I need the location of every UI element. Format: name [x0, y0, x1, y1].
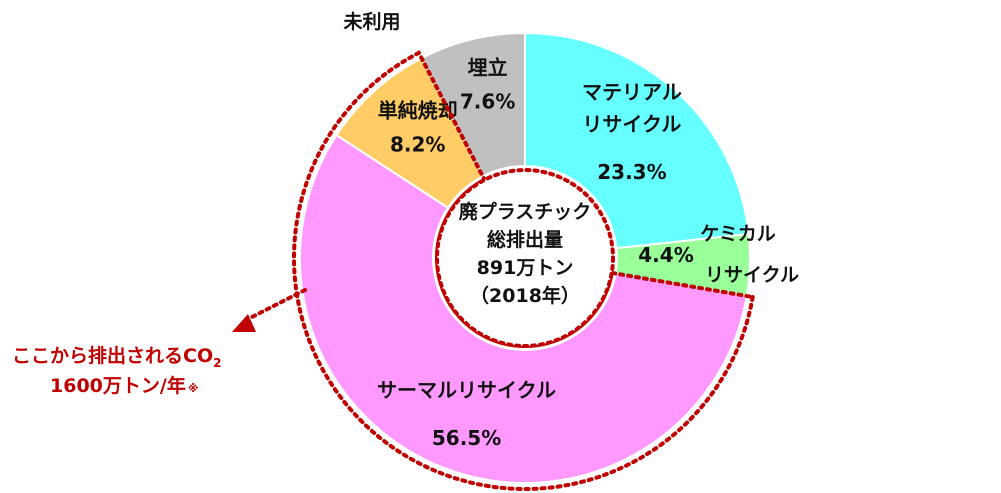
center-text-line-1: 廃プラスチック: [459, 200, 592, 223]
slice-value-2: 4.4%: [638, 243, 693, 267]
center-dotted-circle: [435, 168, 615, 348]
slice-label-1-line-2: リサイクル: [582, 112, 681, 136]
annotation-arrow-icon: [232, 314, 256, 332]
slice-label-2-line-2: リサイクル: [705, 264, 799, 286]
annotation-subscript: 2: [213, 356, 221, 370]
slice-label-6-line-1: 埋立: [468, 55, 508, 79]
slice-label-5: 未利用: [342, 10, 400, 33]
annotation-line-1: ここから排出されるCO2: [12, 344, 221, 370]
slice-value-3: 56.5%: [432, 426, 501, 450]
slice-3: [299, 133, 748, 484]
slice-label-3-line-1: サーマルリサイクル: [377, 378, 556, 402]
annotation-note-mark: ※: [188, 382, 199, 395]
annotation-line-2: 1600万トン/年 ※: [50, 374, 199, 397]
slice-1: [524, 31, 750, 250]
slice-value-1: 23.3%: [597, 160, 666, 184]
slice-value-4: 8.2%: [390, 132, 445, 156]
center-text-line-4: （2018年）: [470, 284, 580, 307]
center-text-line-2: 総排出量: [487, 228, 563, 251]
annotation-leader-line: [248, 288, 307, 320]
center-text-line-3: 891万トン: [477, 257, 574, 279]
slice-label-1-line-1: マテリアル: [582, 80, 682, 104]
slice-label-2-line-1: ケミカル: [700, 223, 775, 245]
slice-6: [420, 31, 526, 178]
slice-value-6: 7.6%: [460, 89, 515, 113]
